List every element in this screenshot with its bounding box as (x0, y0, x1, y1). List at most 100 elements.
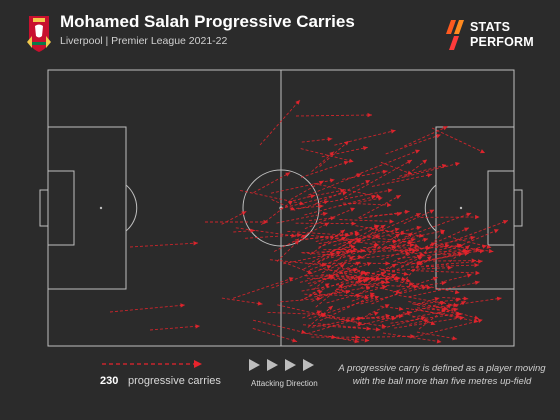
carry-arrow (391, 162, 461, 181)
carry-arrow (411, 282, 460, 294)
carry-arrow (300, 148, 354, 163)
carry-arrowhead (354, 339, 360, 344)
carry-arrow (392, 238, 429, 249)
carry-arrowhead (363, 146, 368, 151)
carry-arrow (280, 297, 322, 303)
carry-arrowhead (365, 180, 371, 185)
carry-arrowhead (374, 224, 379, 229)
carry-arrowhead (408, 240, 413, 245)
carry-arrow (371, 284, 419, 305)
carry-arrowhead (329, 178, 335, 183)
brand-line-2: PERFORM (470, 35, 534, 49)
carry-arrowhead (357, 321, 363, 326)
carry-arrow (339, 219, 395, 223)
carry-arrow (398, 260, 423, 287)
carry-arrow (359, 210, 410, 219)
carry-arrowhead (434, 297, 440, 302)
carry-arrowhead (323, 200, 329, 205)
carry-arrow (279, 191, 348, 210)
carry-arrow (368, 212, 422, 236)
carry-arrowhead (366, 262, 372, 267)
carry-arrow (352, 226, 422, 244)
carry-arrowhead (336, 251, 342, 256)
carry-arrow (307, 276, 335, 285)
carry-arrow (240, 189, 305, 205)
carry-arrow (303, 251, 342, 270)
right-penalty-arc (424, 184, 437, 232)
carry-arrow (381, 248, 414, 261)
carry-arrowhead (482, 244, 487, 249)
carry-arrowhead (342, 191, 348, 196)
carry-arrowhead (413, 285, 418, 290)
page-subtitle: Liverpool | Premier League 2021-22 (60, 35, 228, 47)
carry-arrow (315, 283, 344, 308)
carry-arrow (408, 281, 480, 298)
carry-arrowhead (453, 307, 459, 312)
carry-arrowhead (430, 321, 436, 326)
liverpool-crest-icon (27, 16, 51, 52)
carry-arrowhead (317, 296, 322, 301)
carry-arrowhead (376, 193, 381, 199)
carry-arrow (342, 170, 388, 180)
carry-arrowhead (410, 237, 416, 243)
carry-arrowhead (375, 327, 381, 332)
carry-arrowhead (475, 270, 480, 276)
carry-arrow (221, 297, 263, 305)
carry-arrowhead (395, 233, 401, 238)
carry-arrow (361, 283, 432, 289)
carry-arrowhead (369, 294, 375, 299)
carry-arrowhead (473, 318, 479, 324)
carry-arrow (129, 242, 199, 248)
carry-arrowhead (350, 207, 356, 212)
carry-arrowhead (291, 233, 296, 238)
carry-arrow (390, 312, 461, 324)
carry-arrow (327, 317, 397, 319)
carry-arrowhead (416, 261, 422, 266)
carry-arrow (301, 250, 366, 254)
carry-arrowhead (385, 276, 390, 281)
carry-arrow (276, 239, 300, 262)
carry-arrow (253, 172, 291, 194)
carry-arrowhead (318, 204, 324, 209)
carry-arrow (392, 229, 446, 243)
left-penalty-arc (125, 184, 138, 232)
carry-arrowhead (414, 243, 420, 248)
carry-arrow (398, 294, 459, 307)
left-goal (39, 189, 49, 227)
carry-arrow (302, 324, 372, 330)
carry-arrow (149, 325, 201, 331)
carry-arrow (339, 159, 413, 201)
carry-arrow (276, 212, 328, 224)
progressive-carries (109, 99, 509, 344)
carry-arrow (233, 229, 256, 233)
carry-arrow (252, 327, 298, 343)
carry-arrowhead (390, 129, 396, 134)
carry-arrowhead (322, 211, 328, 217)
carry-arrowhead (381, 323, 387, 329)
carry-arrow (235, 227, 297, 237)
carry-arrow (319, 294, 375, 322)
carry-arrowhead (385, 313, 391, 319)
carry-arrow (300, 161, 349, 178)
attacking-direction-icon (249, 359, 314, 371)
carry-arrowhead (384, 304, 390, 309)
carry-arrow (365, 274, 414, 286)
page-title: Mohamed Salah Progressive Carries (60, 12, 355, 31)
carry-arrow (308, 173, 362, 196)
carry-arrow (338, 197, 383, 207)
carry-arrow (317, 286, 371, 297)
carry-arrowhead (452, 336, 458, 341)
carry-arrow (394, 245, 463, 251)
carry-arrowhead (329, 151, 335, 157)
carry-arrowhead (441, 280, 447, 286)
carry-arrowhead (408, 247, 414, 253)
carry-arrow (319, 140, 350, 167)
carry-arrowhead (401, 276, 407, 282)
carry-arrowhead (415, 149, 420, 154)
carry-arrow (414, 308, 479, 323)
carry-arrow (410, 264, 479, 268)
carry-arrow (415, 298, 461, 306)
carry-arrowhead (377, 196, 383, 201)
definition-note: A progressive carry is defined as a play… (338, 363, 546, 387)
